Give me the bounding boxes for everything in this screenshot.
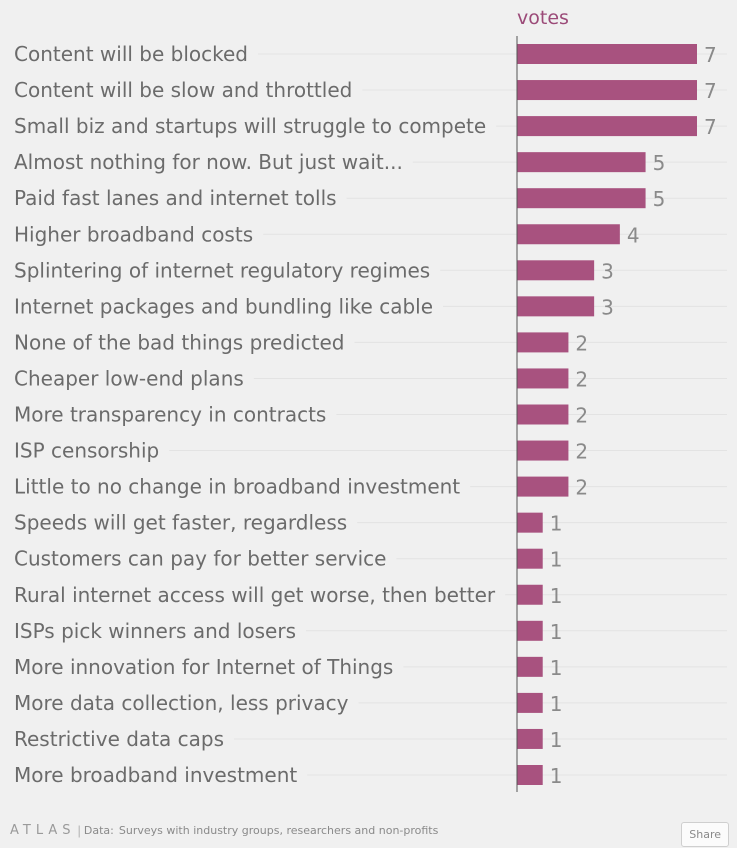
data-source: Surveys with industry groups, researcher… (118, 823, 439, 837)
value-label: 1 (550, 656, 563, 680)
value-label: 1 (550, 692, 563, 716)
bar (517, 44, 697, 64)
category-label: More data collection, less privacy (14, 691, 349, 715)
category-label: None of the bad things predicted (14, 330, 344, 354)
bar (517, 260, 595, 281)
category-label: Almost nothing for now. But just wait... (14, 150, 403, 174)
bars (517, 44, 697, 785)
category-label: Restrictive data caps (14, 727, 224, 751)
category-label: Small biz and startups will struggle to … (14, 114, 486, 138)
category-label: Paid fast lanes and internet tolls (14, 186, 337, 210)
category-label: Cheaper low-end plans (14, 366, 244, 390)
category-labels: Content will be blocked Content will be s… (14, 42, 496, 787)
bar (517, 656, 543, 677)
atlas-logo: ATLAS (10, 822, 76, 838)
footer: ATLAS | Data: Surveys with industry grou… (10, 816, 729, 847)
bar (517, 440, 569, 461)
category-label: More broadband investment (14, 763, 297, 787)
bar (517, 80, 697, 101)
value-label: 2 (575, 367, 588, 391)
value-label: 4 (627, 223, 640, 247)
category-label: Speeds will get faster, regardless (14, 511, 347, 535)
value-label: 1 (550, 584, 563, 608)
value-label: 1 (550, 512, 563, 536)
bar (517, 296, 595, 317)
bar (517, 116, 697, 137)
bar (517, 584, 543, 605)
category-label: Customers can pay for better service (14, 547, 386, 571)
value-label: 7 (704, 79, 717, 103)
category-label: Content will be blocked (14, 42, 248, 66)
value-label: 7 (704, 43, 717, 67)
category-label: Splintering of internet regulatory regim… (14, 258, 430, 282)
value-label: 5 (653, 151, 666, 175)
category-label: More transparency in contracts (14, 403, 326, 427)
category-label: ISPs pick winners and losers (14, 619, 296, 643)
value-label: 1 (550, 728, 563, 752)
category-label: Little to no change in broadband investm… (14, 475, 460, 499)
value-label: 3 (601, 259, 614, 283)
category-label: Content will be slow and throttled (14, 78, 352, 102)
value-label: 1 (550, 548, 563, 572)
bar-chart: Content will be blocked Content will be s… (14, 7, 727, 792)
bar (517, 404, 569, 425)
value-label: 1 (550, 764, 563, 788)
series-label: votes (517, 7, 569, 29)
bar (517, 476, 569, 497)
category-label: Internet packages and bundling like cabl… (14, 294, 433, 318)
bar (517, 224, 620, 245)
value-label: 7 (704, 115, 717, 139)
data-label: Data: (83, 823, 114, 837)
value-label: 5 (653, 187, 666, 211)
share-button[interactable]: Share (681, 821, 729, 847)
bar (517, 692, 543, 713)
value-label: 2 (575, 440, 588, 464)
bar (517, 188, 646, 209)
bar (517, 728, 543, 749)
bar (517, 620, 543, 641)
bar (517, 152, 646, 173)
category-label: Rural internet access will get worse, th… (14, 583, 496, 607)
bar (517, 332, 569, 353)
category-label: ISP censorship (14, 439, 159, 463)
category-label: Higher broadband costs (14, 222, 253, 246)
category-label: More innovation for Internet of Things (14, 655, 393, 679)
bar (517, 548, 543, 569)
bar (517, 512, 543, 533)
bar (517, 368, 569, 389)
value-label: 3 (601, 295, 614, 319)
value-label: 2 (575, 404, 588, 428)
value-label: 2 (575, 331, 588, 355)
value-label: 2 (575, 476, 588, 500)
bar (517, 765, 543, 785)
value-label: 1 (550, 620, 563, 644)
footer-separator: | (77, 822, 81, 838)
